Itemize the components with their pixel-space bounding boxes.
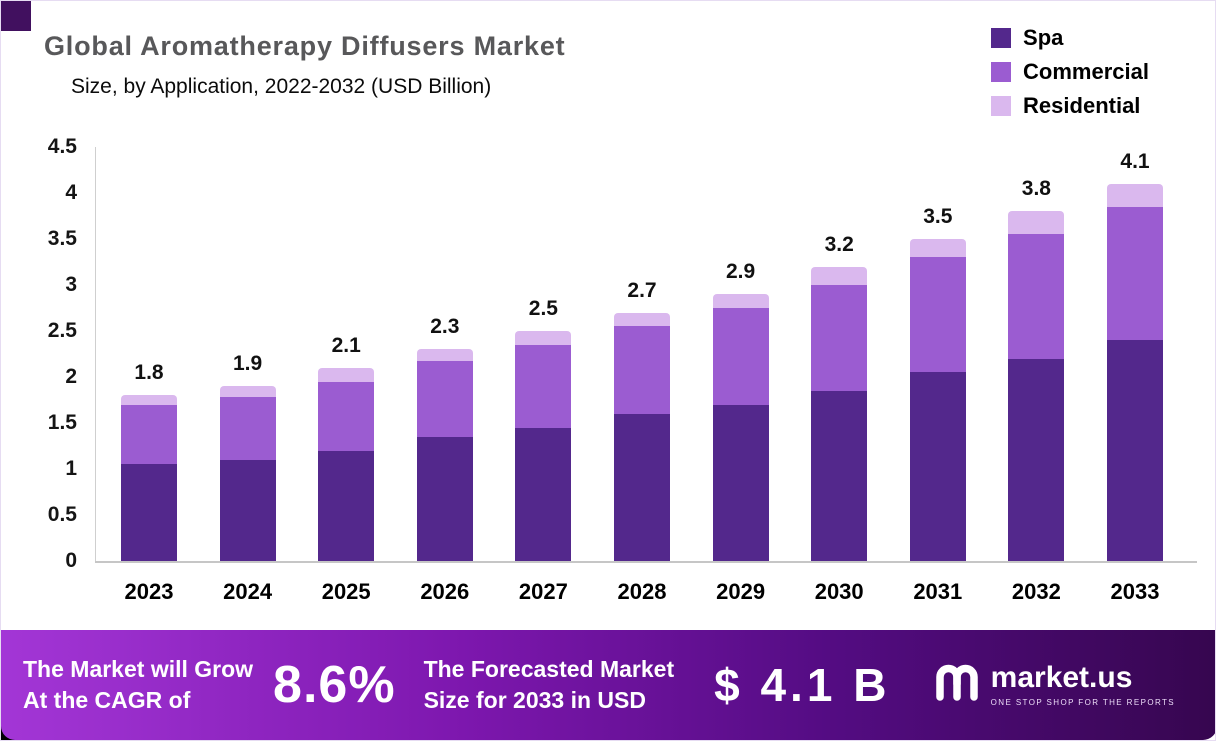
y-axis-tick-label: 3 — [65, 273, 77, 296]
bar-total-label-2027: 2.5 — [528, 297, 558, 320]
chart-header: Global Aromatherapy Diffusers Market Siz… — [44, 31, 565, 99]
x-axis-line — [95, 561, 1197, 563]
legend-item-commercial: Commercial — [991, 59, 1149, 85]
bar-segment-commercial-2026 — [416, 361, 473, 437]
bar-segment-commercial-2023 — [121, 404, 177, 465]
cagr-caption-line1: The Market will Grow — [23, 655, 254, 682]
x-axis-label-2029: 2029 — [716, 579, 766, 604]
bar-segment-spa-2024 — [219, 459, 276, 561]
forecast-caption-line2: Size for 2033 in USD — [423, 687, 646, 713]
bar-segment-residential-2031 — [909, 239, 966, 258]
x-axis-label-2027: 2027 — [518, 579, 568, 604]
brand-logo: market.us ONE STOP SHOP FOR THE REPORTS — [933, 661, 1175, 710]
bar-total-label-2032: 3.8 — [1021, 177, 1051, 201]
x-axis-label-2031: 2031 — [913, 579, 963, 604]
market-us-logo-icon — [933, 661, 981, 710]
x-axis-label-2025: 2025 — [321, 579, 371, 604]
bar-segment-commercial-2029 — [712, 308, 769, 405]
y-axis-tick-label: 4.5 — [47, 135, 77, 158]
bar-total-label-2026: 2.3 — [430, 315, 460, 339]
x-axis-label-2024: 2024 — [223, 579, 273, 604]
bar-total-label-2033: 4.1 — [1120, 149, 1150, 173]
bar-segment-spa-2030 — [811, 390, 868, 561]
brand-text: market.us ONE STOP SHOP FOR THE REPORTS — [990, 661, 1175, 708]
y-axis-tick-label: 2 — [65, 365, 77, 388]
bar-segment-residential-2033 — [1107, 183, 1163, 207]
bar-total-label-2029: 2.9 — [725, 260, 756, 284]
bar-segment-spa-2023 — [121, 464, 177, 561]
legend-swatch — [991, 96, 1012, 116]
bar-segment-commercial-2033 — [1107, 206, 1163, 341]
brand-tagline: ONE STOP SHOP FOR THE REPORTS — [990, 698, 1175, 707]
legend-label: Residential — [1023, 93, 1141, 118]
bar-segment-commercial-2032 — [1008, 234, 1065, 359]
x-axis-label-2033: 2033 — [1110, 579, 1160, 604]
bar-segment-residential-2028 — [614, 312, 670, 327]
legend-item-residential: Residential — [991, 93, 1149, 119]
bar-segment-residential-2029 — [712, 294, 769, 308]
x-axis-label-2030: 2030 — [814, 579, 864, 604]
x-axis-label-2028: 2028 — [617, 579, 667, 604]
bar-segment-commercial-2028 — [614, 326, 670, 414]
chart-legend: Spa Commercial Residential — [991, 25, 1149, 119]
bar-segment-residential-2024 — [219, 386, 276, 398]
bar-segment-spa-2029 — [712, 404, 769, 561]
brand-name: market.us — [990, 661, 1133, 694]
bar-segment-spa-2033 — [1107, 340, 1163, 561]
bar-total-label-2024: 1.9 — [232, 352, 263, 376]
cagr-caption-line2: At the CAGR of — [23, 687, 191, 713]
bar-segment-residential-2027 — [515, 331, 572, 345]
legend-item-spa: Spa — [991, 25, 1149, 51]
chart-subtitle: Size, by Application, 2022-2032 (USD Bil… — [71, 75, 492, 98]
footer-banner: The Market will Grow At the CAGR of 8.6%… — [1, 630, 1215, 740]
bar-segment-commercial-2027 — [515, 344, 572, 428]
bar-total-label-2025: 2.1 — [331, 333, 361, 357]
bar-segment-residential-2032 — [1008, 211, 1065, 235]
legend-swatch — [991, 62, 1012, 82]
chart-title: Global Aromatherapy Diffusers Market — [44, 31, 566, 61]
x-axis-label-2023: 2023 — [124, 579, 174, 604]
bar-segment-commercial-2031 — [909, 257, 966, 373]
x-axis-label-2026: 2026 — [420, 579, 470, 604]
bar-segment-commercial-2024 — [219, 397, 276, 460]
bar-segment-spa-2032 — [1008, 358, 1065, 561]
y-axis-tick-label: 1.5 — [47, 411, 77, 434]
bar-segment-spa-2027 — [515, 427, 572, 561]
bar-segment-residential-2023 — [121, 395, 177, 405]
y-axis-tick-label: 1 — [65, 457, 77, 480]
bar-segment-spa-2028 — [614, 413, 670, 561]
bar-segment-spa-2031 — [909, 372, 966, 561]
bar-segment-residential-2030 — [811, 266, 868, 285]
bar-segment-commercial-2030 — [811, 285, 868, 391]
forecast-caption-line1: The Forecasted Market — [423, 655, 675, 682]
forecast-caption: The Forecasted Market Size for 2033 in U… — [424, 654, 675, 716]
bar-segment-residential-2025 — [318, 367, 375, 382]
bar-segment-commercial-2025 — [318, 381, 375, 451]
bar-total-label-2028: 2.7 — [627, 278, 657, 302]
y-axis-tick-label: 0.5 — [47, 503, 77, 526]
bar-segment-residential-2026 — [416, 349, 473, 362]
y-axis-tick-label: 4 — [65, 181, 77, 204]
stacked-bar-chart: 0 0.5 1 1.5 2 2.5 3 3.5 4 4.5 1.8 2023 1.9 2024 2.1 202… — [1, 133, 1215, 625]
y-axis-tick-label: 0 — [65, 549, 77, 572]
y-axis-tick-label: 3.5 — [47, 227, 77, 250]
bar-total-label-2030: 3.2 — [824, 232, 854, 256]
top-left-corner-accent — [1, 1, 31, 31]
y-axis-tick-label: 2.5 — [47, 319, 77, 342]
y-axis-line — [95, 147, 96, 561]
cagr-value: 8.6% — [273, 656, 396, 714]
bar-total-label-2031: 3.5 — [923, 205, 953, 228]
bar-total-label-2023: 1.8 — [134, 361, 164, 385]
x-axis-label-2032: 2032 — [1011, 579, 1061, 604]
bar-segment-spa-2026 — [416, 436, 473, 561]
legend-label: Spa — [1023, 25, 1064, 50]
bar-segment-spa-2025 — [318, 450, 375, 561]
legend-label: Commercial — [1023, 59, 1149, 84]
cagr-caption: The Market will Grow At the CAGR of — [23, 654, 253, 716]
forecast-value: $ 4.1 B — [714, 659, 891, 711]
legend-swatch — [991, 28, 1012, 48]
